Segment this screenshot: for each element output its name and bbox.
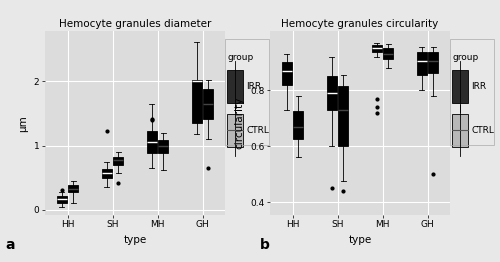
PathPatch shape: [204, 89, 214, 119]
PathPatch shape: [114, 157, 124, 165]
X-axis label: type: type: [348, 235, 372, 245]
PathPatch shape: [146, 132, 156, 153]
Text: CTRL: CTRL: [246, 126, 270, 135]
PathPatch shape: [192, 80, 202, 123]
PathPatch shape: [282, 62, 292, 85]
X-axis label: type: type: [124, 235, 146, 245]
Text: a: a: [5, 238, 15, 252]
PathPatch shape: [372, 45, 382, 52]
Text: b: b: [260, 238, 270, 252]
PathPatch shape: [326, 76, 336, 110]
Text: CTRL: CTRL: [472, 126, 494, 135]
Text: group: group: [452, 53, 478, 62]
PathPatch shape: [56, 196, 66, 203]
Title: Hemocyte granules circularity: Hemocyte granules circularity: [282, 19, 438, 29]
PathPatch shape: [338, 86, 348, 146]
Text: group: group: [228, 53, 254, 62]
PathPatch shape: [384, 48, 394, 59]
PathPatch shape: [416, 52, 426, 75]
PathPatch shape: [68, 185, 78, 192]
PathPatch shape: [102, 169, 112, 178]
Title: Hemocyte granules diameter: Hemocyte granules diameter: [59, 19, 211, 29]
Y-axis label: μm: μm: [18, 115, 28, 132]
Text: IRR: IRR: [472, 82, 486, 91]
PathPatch shape: [158, 140, 168, 153]
PathPatch shape: [428, 52, 438, 73]
Text: IRR: IRR: [246, 82, 262, 91]
Y-axis label: circularity: circularity: [234, 97, 244, 149]
PathPatch shape: [294, 111, 304, 139]
